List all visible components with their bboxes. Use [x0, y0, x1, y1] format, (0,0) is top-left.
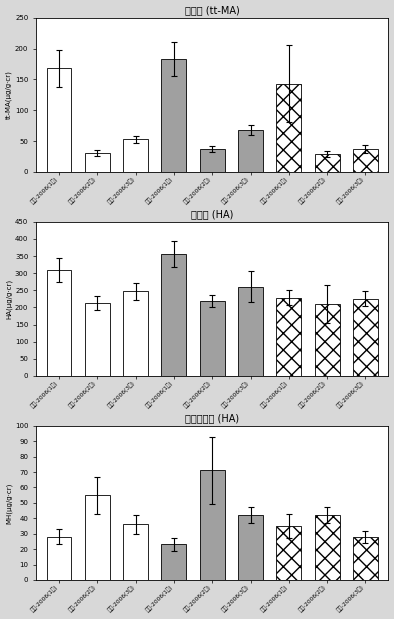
Bar: [238, 130, 263, 172]
Bar: [353, 299, 378, 376]
Bar: [315, 304, 340, 376]
Y-axis label: HA(μg/g·cr): HA(μg/g·cr): [6, 279, 12, 319]
Bar: [276, 298, 301, 376]
Bar: [238, 515, 263, 580]
Title: 메틸마뇨산 (HA): 메틸마뇨산 (HA): [185, 413, 239, 423]
Y-axis label: tt-MA(μg/g·cr): tt-MA(μg/g·cr): [6, 71, 12, 119]
Title: 빈콘산 (tt-MA): 빈콘산 (tt-MA): [185, 6, 240, 15]
Bar: [238, 287, 263, 376]
Bar: [123, 524, 148, 580]
Bar: [315, 515, 340, 580]
Bar: [46, 68, 71, 172]
Bar: [162, 545, 186, 580]
Bar: [200, 301, 225, 376]
Bar: [162, 59, 186, 172]
Title: 마뇨산 (HA): 마뇨산 (HA): [191, 210, 233, 220]
Bar: [276, 526, 301, 580]
Bar: [85, 153, 110, 172]
Bar: [276, 84, 301, 172]
Bar: [123, 139, 148, 172]
Bar: [46, 537, 71, 580]
Bar: [123, 292, 148, 376]
Bar: [162, 254, 186, 376]
Bar: [353, 537, 378, 580]
Bar: [353, 149, 378, 172]
Bar: [315, 154, 340, 172]
Bar: [46, 270, 71, 376]
Bar: [200, 470, 225, 580]
Bar: [200, 149, 225, 172]
Bar: [85, 495, 110, 580]
Bar: [85, 303, 110, 376]
Y-axis label: MH(μg/g·cr): MH(μg/g·cr): [6, 482, 12, 524]
